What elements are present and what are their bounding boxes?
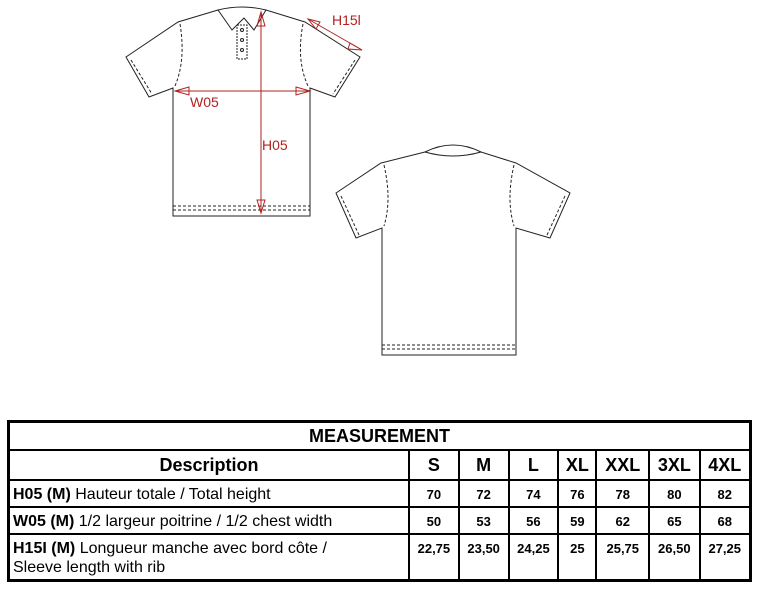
cell-value: 26,50 [648,533,701,581]
measurement-table: MEASUREMENT Description S M L XL XXL 3XL… [7,420,752,582]
row-description: W05 (M) 1/2 largeur poitrine / 1/2 chest… [7,506,410,535]
cell-value: 68 [698,506,752,535]
size-header: 4XL [698,449,752,481]
cell-value: 80 [648,479,701,508]
row-code: W05 (M) [13,513,75,530]
row-description: H05 (M) Hauteur totale / Total height [7,479,410,508]
size-header: M [457,449,510,481]
width-label: W05 [190,94,219,110]
height-label: H05 [262,137,288,153]
row-code: H05 (M) [13,486,71,503]
cell-value: 82 [698,479,752,508]
row-code: H15I (M) [13,540,76,557]
row-label: 1/2 largeur poitrine / 1/2 chest width [78,513,333,530]
cell-value: 24,25 [507,533,560,581]
size-header: XL [557,449,598,481]
cell-value: 74 [507,479,560,508]
cell-value: 70 [408,479,460,508]
row-description: H15I (M) Longueur manche avec bord côte … [7,533,410,581]
table-title: MEASUREMENT [7,420,752,451]
row-label-line2: Sleeve length with rib [13,559,166,576]
table-row: W05 (M) 1/2 largeur poitrine / 1/2 chest… [7,506,752,535]
cell-value: 25,75 [595,533,651,581]
garment-drawings: H05 W05 H15l [125,6,571,356]
cell-value: 22,75 [408,533,460,581]
cell-value: 56 [507,506,560,535]
cell-value: 62 [595,506,651,535]
cell-value: 25 [557,533,598,581]
measure-arrows [173,10,363,215]
table-row: H05 (M) Hauteur totale / Total height 70… [7,479,752,508]
cell-value: 59 [557,506,598,535]
description-header: Description [7,449,410,481]
cell-value: 76 [557,479,598,508]
back-polo-drawing [335,144,571,356]
cell-value: 27,25 [698,533,752,581]
front-polo-drawing [125,6,361,217]
row-label: Longueur manche avec bord côte / [79,540,327,557]
cell-value: 65 [648,506,701,535]
cell-value: 78 [595,479,651,508]
table-row: H15I (M) Longueur manche avec bord côte … [7,533,752,581]
cell-value: 23,50 [457,533,510,581]
cell-value: 50 [408,506,460,535]
sleeve-label: H15l [332,12,361,28]
row-label: Hauteur totale / Total height [75,486,271,503]
size-header: S [408,449,460,481]
table-header-row: Description S M L XL XXL 3XL 4XL [7,449,752,481]
size-header: 3XL [648,449,701,481]
size-header: L [507,449,560,481]
size-header: XXL [595,449,651,481]
cell-value: 53 [457,506,510,535]
cell-value: 72 [457,479,510,508]
